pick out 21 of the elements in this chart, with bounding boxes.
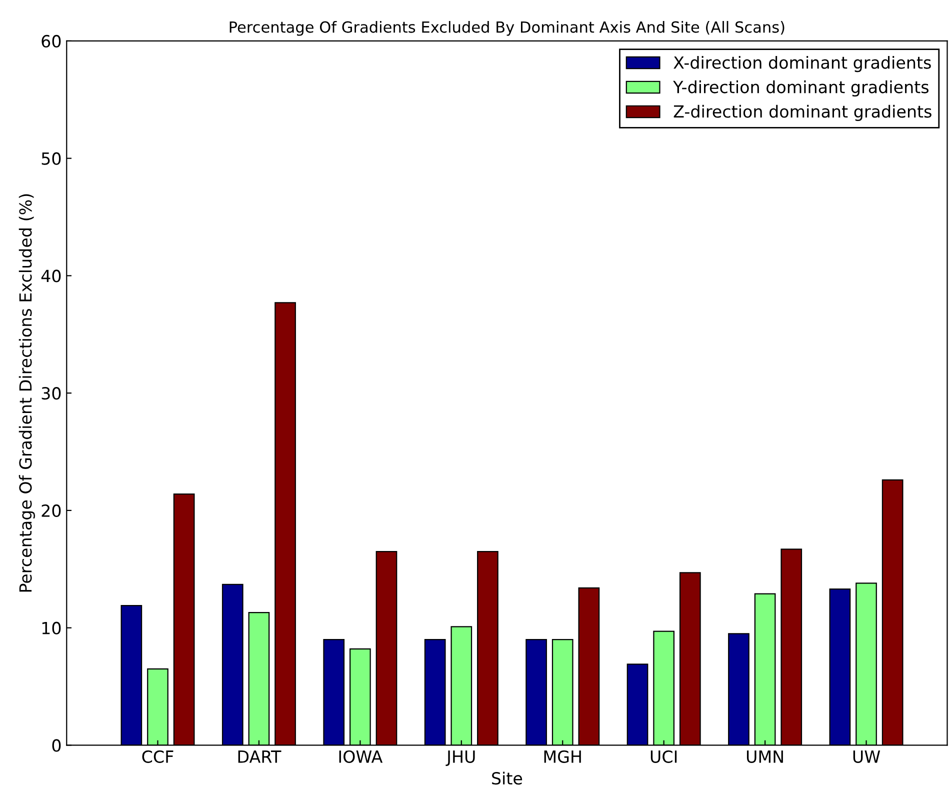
y-tick-label: 30 — [42, 387, 61, 400]
x-tick-label: CCF — [142, 750, 174, 763]
x-tick-label: UMN — [746, 750, 783, 763]
x-tick-label: MGH — [544, 750, 581, 763]
y-tick-label: 10 — [42, 622, 61, 634]
x-tick-label: UCI — [650, 750, 677, 763]
y-tick-label: 60 — [42, 34, 61, 48]
y-tick-label: 20 — [42, 504, 61, 518]
y-tick-label: 40 — [41, 270, 61, 282]
legend-label: Y-direction dominant gradients — [673, 80, 929, 97]
x-tick-label: DART — [238, 750, 282, 763]
y-tick-label: 50 — [42, 152, 61, 165]
chart-title: Percentage Of Gradients Excluded By Dominant Axis And Site (All Scans) — [230, 21, 784, 36]
x-tick-label: UW — [853, 750, 880, 763]
y-tick-label: 0 — [52, 739, 61, 752]
legend-label: Z-direction dominant gradients — [674, 104, 932, 122]
x-tick-label: JHU — [446, 750, 475, 766]
y-axis-title: Percentage Of Gradient Directions Excluded (%) — [18, 194, 36, 592]
x-tick-label: IOWA — [339, 750, 383, 763]
x-axis-title: Site — [492, 772, 522, 785]
legend-label: X-direction dominant gradients — [674, 56, 931, 72]
